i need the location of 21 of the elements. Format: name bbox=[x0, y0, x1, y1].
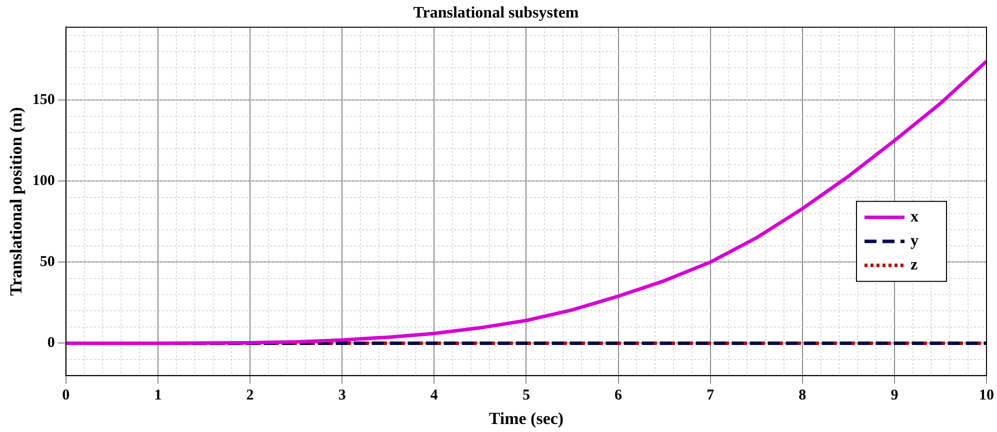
x-axis-title: Time (sec) bbox=[488, 409, 564, 428]
y-tick-label: 100 bbox=[32, 173, 55, 190]
x-tick-label: 8 bbox=[798, 387, 806, 404]
x-tick-label: 9 bbox=[890, 387, 898, 404]
x-tick-label: 3 bbox=[338, 387, 346, 404]
x-tick-label: 7 bbox=[706, 387, 715, 404]
legend-label: y bbox=[910, 232, 918, 250]
x-tick-label: 4 bbox=[430, 387, 438, 404]
y-tick-label: 0 bbox=[47, 335, 55, 352]
y-tick-label: 150 bbox=[32, 92, 55, 108]
legend-label: x bbox=[910, 208, 918, 226]
x-tick-label: 6 bbox=[614, 387, 623, 404]
x-tick-label: 5 bbox=[522, 387, 530, 404]
y-axis-title: Translational position (m) bbox=[6, 107, 26, 296]
x-tick-label: 10 bbox=[979, 387, 994, 404]
x-tick-label: 1 bbox=[154, 387, 162, 404]
x-tick-label: 2 bbox=[246, 387, 254, 404]
y-tick-label: 50 bbox=[40, 254, 55, 270]
chart-title: Translational subsystem bbox=[413, 4, 580, 22]
x-tick-label: 0 bbox=[62, 387, 70, 404]
legend-label: z bbox=[910, 256, 918, 274]
